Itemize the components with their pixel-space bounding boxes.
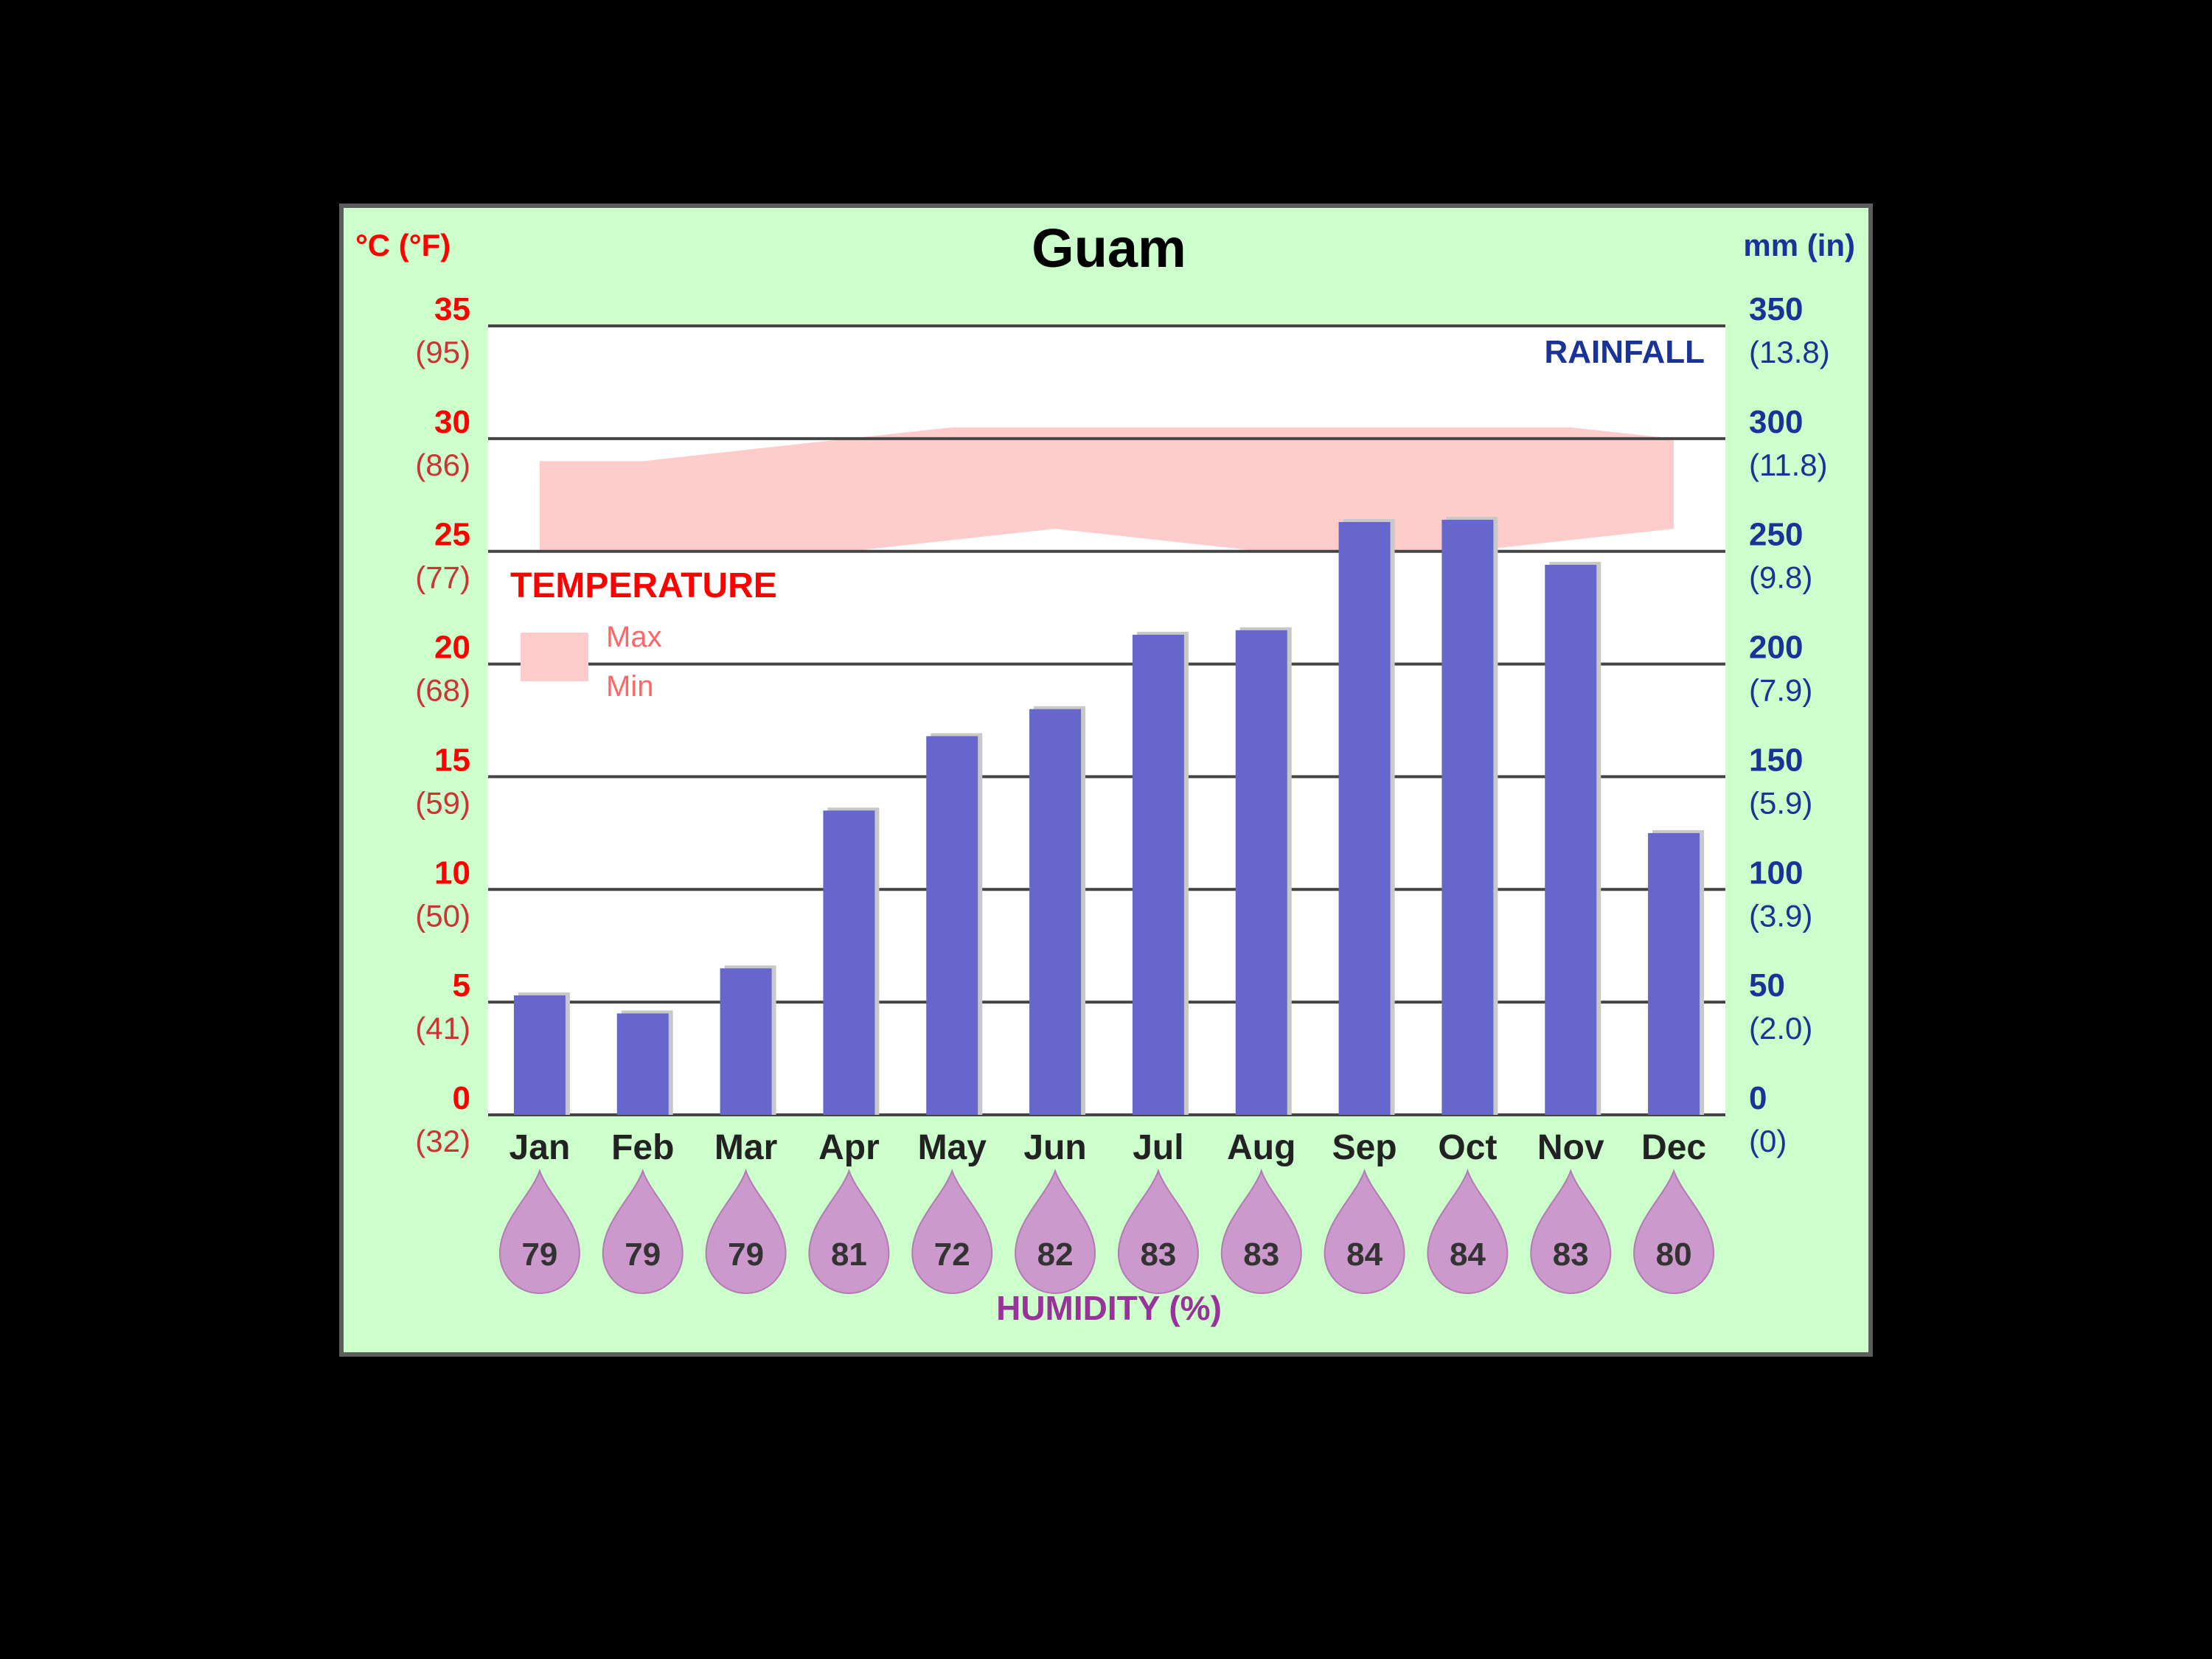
rainfall-bar [1545,565,1597,1115]
humidity-value: 84 [1346,1237,1382,1273]
humidity-value: 81 [831,1237,867,1273]
inches-tick-label: (2.0) [1749,1011,1812,1046]
rainfall-tick-label: 150 [1749,742,1803,778]
month-label: Aug [1227,1128,1295,1167]
temperature-tick-label: 5 [453,967,470,1004]
humidity-row: 79 79 79 81 72 82 83 83 84 84 83 80 [498,1169,1715,1294]
rainfall-tick-label: 50 [1749,967,1785,1004]
rainfall-tick-label: 200 [1749,630,1803,666]
humidity-drop-icon [1324,1169,1405,1294]
rainfall-bar [1441,519,1494,1115]
humidity-drop-icon [1220,1169,1302,1294]
humidity-axis-label: HUMIDITY (%) [996,1289,1222,1327]
inches-tick-label: (0) [1749,1124,1787,1158]
temperature-tick-label: 25 [434,517,470,553]
right-axis-unit-label: mm (in) [1743,228,1855,262]
month-label: Jul [1133,1128,1183,1167]
temperature-tick-label: 15 [434,742,470,778]
humidity-drop-icon [911,1169,993,1294]
fahrenheit-tick-label: (41) [415,1011,470,1046]
humidity-drop-icon [602,1169,684,1294]
rainfall-series-label: RAINFALL [1544,334,1705,370]
inches-tick-label: (7.9) [1749,673,1812,708]
temperature-tick-label: 35 [434,291,470,327]
fahrenheit-tick-label: (50) [415,898,470,933]
inches-tick-label: (13.8) [1749,335,1830,369]
month-label: Jan [509,1128,571,1167]
legend-max-label: Max [606,621,662,653]
humidity-drop-icon [1530,1169,1612,1294]
humidity-drop-icon [705,1169,787,1294]
inches-tick-label: (3.9) [1749,898,1812,933]
rainfall-axis: 350 (13.8) 300 (11.8) 250 (9.8) 200 (7.9) 150 (5.… [1749,291,1830,1158]
rainfall-tick-label: 250 [1749,517,1803,553]
rainfall-bar [1338,521,1391,1115]
month-axis: Jan Feb Mar Apr May Jun Jul Aug Sep Oct Nov Dec [509,1128,1707,1167]
humidity-value: 79 [521,1237,557,1273]
rainfall-bar [1132,634,1184,1115]
climate-chart: Guam °C (°F) mm (in) 35 (95) 30 (86) 25 (77) 2… [355,218,1855,1327]
rainfall-bar [616,1013,669,1115]
left-axis-unit-label: °C (°F) [355,228,451,262]
rainfall-bar [513,995,566,1115]
humidity-drop-icon [1117,1169,1199,1294]
humidity-drop-icon [808,1169,890,1294]
climate-chart-panel: Guam °C (°F) mm (in) 35 (95) 30 (86) 25 (77) 2… [339,204,1873,1357]
humidity-drop-icon [1427,1169,1509,1294]
fahrenheit-tick-label: (77) [415,560,470,595]
rainfall-bar [823,810,875,1115]
humidity-value: 83 [1243,1237,1279,1273]
inches-tick-label: (5.9) [1749,785,1812,820]
fahrenheit-tick-label: (95) [415,335,470,369]
humidity-drop-icon [1015,1169,1096,1294]
rainfall-bar [720,968,772,1115]
month-label: Sep [1332,1128,1397,1167]
month-label: Apr [818,1128,880,1167]
rainfall-bar [926,736,978,1115]
plot-area [488,324,1725,1116]
fahrenheit-tick-label: (32) [415,1124,470,1158]
fahrenheit-tick-label: (86) [415,448,470,482]
rainfall-tick-label: 0 [1749,1080,1767,1116]
month-label: Nov [1537,1128,1604,1167]
legend-min-label: Min [606,670,653,703]
humidity-value: 72 [934,1237,970,1273]
temperature-legend-swatch [521,633,588,681]
fahrenheit-tick-label: (59) [415,785,470,820]
rainfall-bar [1648,832,1700,1115]
rainfall-tick-label: 350 [1749,291,1803,327]
humidity-value: 82 [1037,1237,1074,1273]
humidity-value: 79 [728,1237,764,1273]
humidity-value: 84 [1450,1237,1486,1273]
temperature-tick-label: 20 [434,630,470,666]
month-label: Dec [1641,1128,1706,1167]
month-label: Mar [714,1128,777,1167]
humidity-value: 79 [625,1237,661,1273]
inches-tick-label: (9.8) [1749,560,1812,595]
inches-tick-label: (11.8) [1749,448,1828,482]
humidity-value: 80 [1656,1237,1692,1273]
temperature-axis: 35 (95) 30 (86) 25 (77) 20 (68) 15 (59) 10 (50) 5 (41… [415,291,470,1158]
rainfall-tick-label: 100 [1749,855,1803,891]
rainfall-bar [1235,630,1287,1115]
month-label: May [918,1128,987,1167]
chart-title: Guam [1032,218,1186,279]
month-label: Feb [611,1128,674,1167]
temperature-series-label: TEMPERATURE [510,566,777,605]
month-label: Jun [1023,1128,1086,1167]
humidity-value: 83 [1140,1237,1176,1273]
rainfall-tick-label: 300 [1749,404,1803,440]
fahrenheit-tick-label: (68) [415,673,470,708]
rainfall-bar [1029,709,1082,1115]
temperature-legend: TEMPERATURE Max Min [510,566,777,703]
humidity-drop-icon [498,1169,580,1294]
temperature-tick-label: 0 [453,1080,470,1116]
temperature-tick-label: 10 [434,855,470,891]
humidity-value: 83 [1553,1237,1589,1273]
humidity-drop-icon [1633,1169,1715,1294]
month-label: Oct [1438,1128,1497,1167]
temperature-tick-label: 30 [434,404,470,440]
